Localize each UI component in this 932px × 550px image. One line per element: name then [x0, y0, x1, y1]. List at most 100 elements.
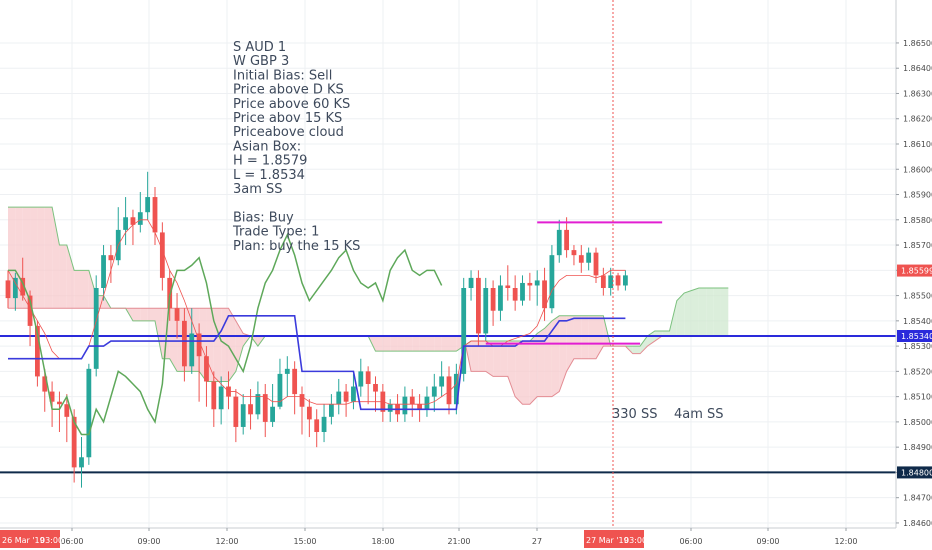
candle[interactable] — [255, 381, 261, 420]
cloud-segment — [140, 308, 148, 321]
cloud-segment — [30, 207, 38, 309]
candle[interactable] — [586, 247, 592, 271]
candle[interactable] — [306, 399, 312, 438]
candle-body — [534, 280, 540, 286]
candle-body — [145, 197, 151, 213]
cloud-segment — [478, 341, 486, 372]
candle[interactable] — [615, 272, 621, 291]
price-label-0[interactable]: 1.85599 — [897, 264, 932, 277]
candle[interactable] — [498, 275, 503, 321]
candle[interactable] — [174, 293, 180, 339]
candle[interactable] — [49, 381, 55, 427]
candle[interactable] — [505, 265, 511, 301]
candle[interactable] — [108, 245, 114, 283]
candle[interactable] — [476, 270, 481, 347]
candle[interactable] — [534, 270, 540, 306]
candle[interactable] — [130, 209, 136, 246]
candle[interactable] — [211, 371, 217, 427]
candle[interactable] — [527, 272, 533, 301]
candle[interactable] — [380, 384, 386, 422]
candle[interactable] — [204, 346, 209, 407]
candle[interactable] — [549, 245, 555, 314]
candle[interactable] — [292, 361, 298, 415]
time-tick-label: 21:00 — [447, 537, 470, 546]
price-label-bg — [897, 264, 932, 277]
candle-body — [277, 373, 283, 407]
candle[interactable] — [86, 363, 92, 465]
candle[interactable] — [417, 394, 422, 422]
candle[interactable] — [593, 247, 599, 283]
candle[interactable] — [123, 197, 128, 246]
candle[interactable] — [556, 219, 562, 263]
candle[interactable] — [314, 409, 320, 448]
candle[interactable] — [490, 280, 496, 326]
candle[interactable] — [101, 245, 106, 301]
candle[interactable] — [57, 391, 62, 432]
time-tick-label: 06:00 — [679, 537, 702, 546]
candle[interactable] — [351, 373, 356, 410]
cursor-date-text: 27 Mar '19 — [586, 536, 629, 545]
candle[interactable] — [115, 207, 121, 266]
candle[interactable] — [5, 270, 11, 309]
candle[interactable] — [520, 275, 525, 306]
candle[interactable] — [196, 323, 202, 402]
plan-line: Trade Type: 1 — [232, 225, 319, 240]
candle[interactable] — [93, 275, 99, 377]
candle[interactable] — [277, 358, 283, 410]
plan-line: W GBP 3 — [233, 54, 289, 69]
candle[interactable] — [564, 217, 569, 258]
price-label-2[interactable]: 1.84800 — [897, 466, 932, 479]
candle[interactable] — [262, 384, 268, 438]
candle[interactable] — [182, 308, 187, 382]
candle-body — [270, 406, 275, 422]
candle[interactable] — [571, 245, 577, 266]
cloud-segment — [706, 288, 714, 336]
candle[interactable] — [395, 394, 400, 422]
candle[interactable] — [336, 378, 342, 415]
candle[interactable] — [600, 267, 606, 296]
candle[interactable] — [248, 389, 253, 430]
candle[interactable] — [299, 386, 305, 435]
price-label-1[interactable]: 1.85340 — [897, 330, 932, 342]
cloud-segment — [581, 315, 589, 359]
candle[interactable] — [137, 192, 143, 233]
candle[interactable] — [623, 270, 628, 291]
candle[interactable] — [358, 358, 364, 397]
candle[interactable] — [20, 257, 26, 301]
candle[interactable] — [343, 384, 349, 417]
candle[interactable] — [329, 394, 334, 425]
candle[interactable] — [461, 277, 467, 382]
candle[interactable] — [431, 373, 437, 412]
candle[interactable] — [424, 386, 430, 417]
candle[interactable] — [483, 277, 489, 342]
candle[interactable] — [446, 366, 452, 415]
candle[interactable] — [152, 186, 158, 246]
candle[interactable] — [608, 267, 614, 296]
candle[interactable] — [240, 394, 246, 435]
candle[interactable] — [233, 389, 239, 443]
candle[interactable] — [373, 376, 378, 412]
candle[interactable] — [284, 356, 290, 397]
candle-body — [321, 416, 327, 432]
candle[interactable] — [159, 222, 165, 291]
candle[interactable] — [439, 361, 445, 397]
candle-body — [542, 280, 547, 309]
candle[interactable] — [542, 267, 547, 321]
candle[interactable] — [145, 171, 151, 220]
candle[interactable] — [578, 245, 584, 273]
candle[interactable] — [365, 366, 371, 405]
candle[interactable] — [387, 399, 393, 422]
candle[interactable] — [321, 404, 327, 443]
candle[interactable] — [270, 384, 275, 427]
candle[interactable] — [468, 270, 474, 301]
cloud-segment — [74, 270, 82, 309]
candle[interactable] — [512, 275, 518, 311]
candle[interactable] — [64, 394, 70, 443]
candle[interactable] — [42, 368, 48, 412]
candle[interactable] — [409, 389, 415, 417]
candle[interactable] — [12, 272, 18, 311]
candle-body — [343, 391, 349, 402]
candle[interactable] — [79, 437, 84, 488]
